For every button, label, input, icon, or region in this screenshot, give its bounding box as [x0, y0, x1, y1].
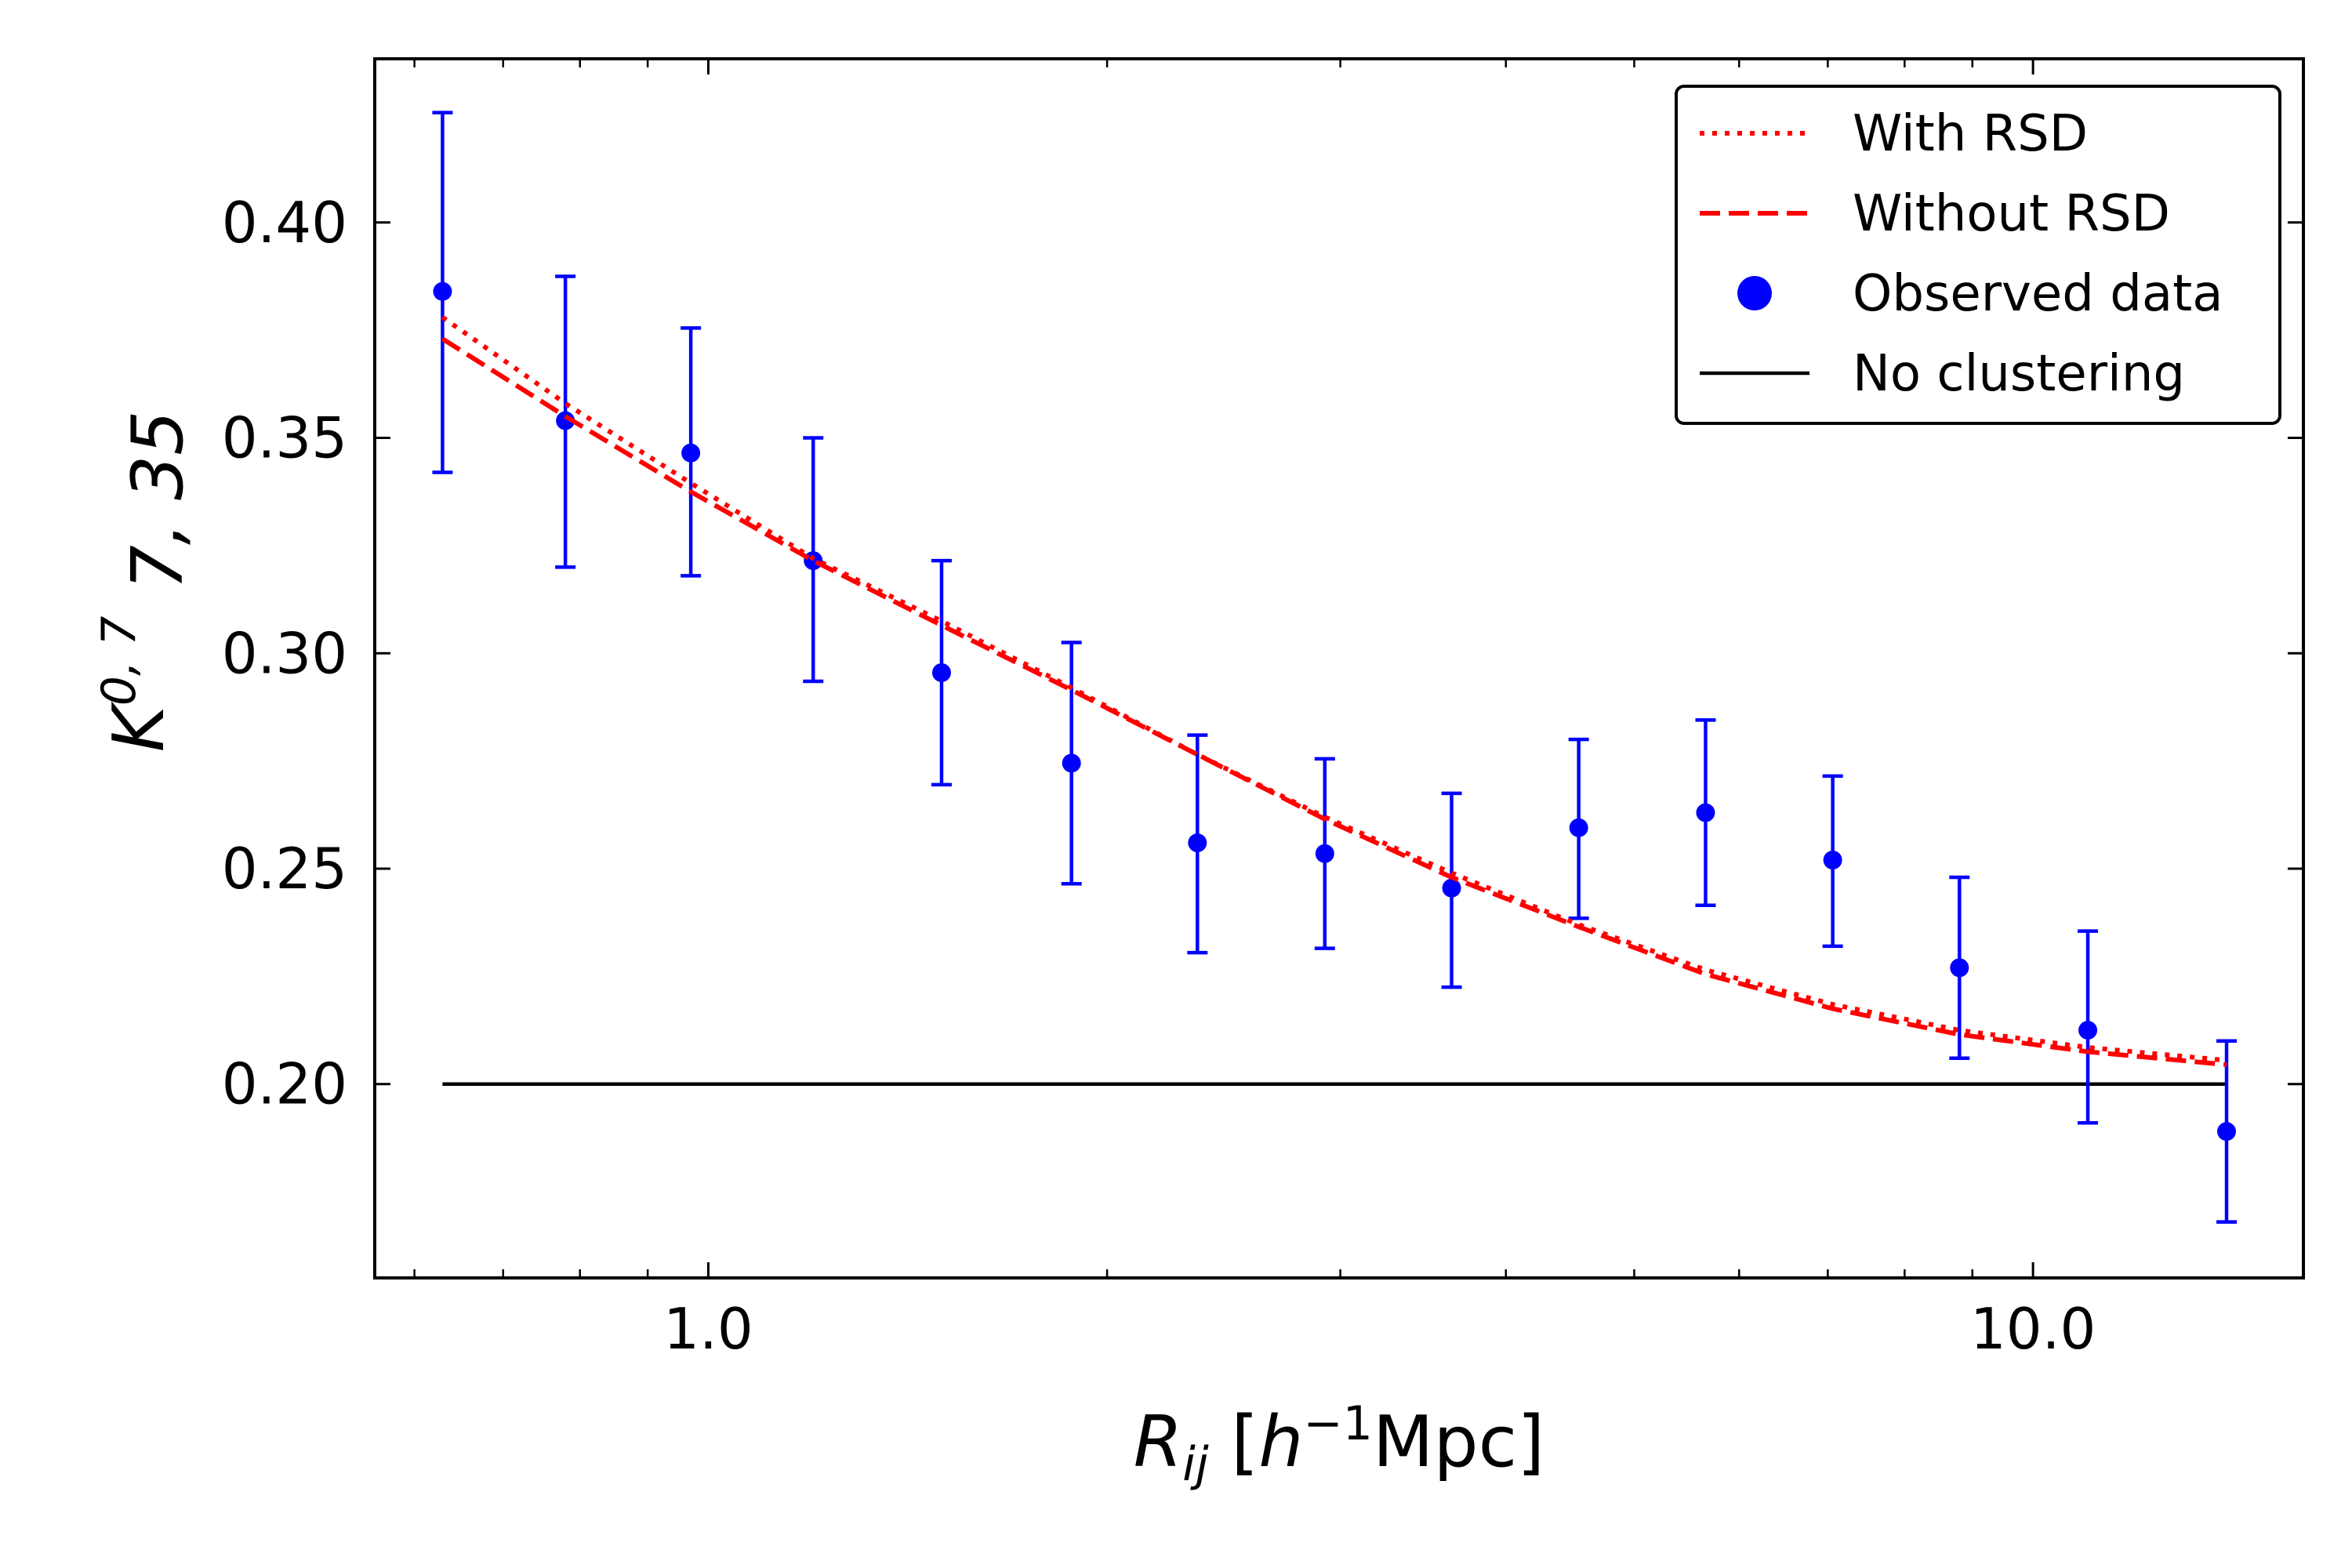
x-tick-label: 1.0	[663, 1296, 753, 1362]
x-tick-label: 10.0	[1970, 1296, 2096, 1362]
x-axis-label: Rij [h−1Mpc]	[1134, 1396, 1545, 1492]
legend-box	[1675, 85, 2281, 425]
legend-label: No clustering	[1853, 345, 2185, 403]
y-axis-label: K0, 7 7, 35	[92, 411, 199, 753]
data-point	[433, 281, 452, 301]
y-tick-label: 0.35	[222, 405, 347, 471]
data-point	[1696, 803, 1715, 822]
data-point	[556, 411, 575, 430]
with-rsd-curve	[441, 315, 2227, 1063]
data-point	[1062, 753, 1081, 773]
data-point	[1188, 833, 1207, 853]
y-tick-label: 0.40	[222, 190, 347, 256]
data-point	[932, 662, 952, 682]
data-point	[1823, 851, 1842, 870]
x-axis-label-open: [	[1209, 1401, 1259, 1483]
x-axis-label-unit: Mpc]	[1373, 1401, 1544, 1483]
y-tick-label: 0.25	[222, 836, 347, 902]
plot-frame	[373, 57, 2305, 1279]
x-axis-label-sub: ij	[1182, 1437, 1209, 1492]
legend: With RSD Without RSD Observed data No clust…	[1675, 85, 2281, 425]
without-rsd-curve	[441, 336, 2227, 1067]
plot-area	[432, 111, 2238, 1224]
y-axis-label-main: K	[98, 701, 180, 752]
svg-text:K0, 7: K0, 7	[92, 616, 180, 753]
axis-ticks: 0.20 0.25 0.30 0.35 0.40 1.0 10.0	[222, 59, 2303, 1362]
x-axis-label-var: h	[1258, 1401, 1303, 1483]
y-axis-label-sub: 7, 35	[117, 411, 199, 590]
data-point	[2217, 1122, 2237, 1142]
y-axis-label-sup: 0, 7	[92, 616, 147, 706]
x-axis-label-exp: −1	[1303, 1396, 1372, 1451]
y-tick-label: 0.20	[222, 1051, 347, 1117]
legend-label: Observed data	[1853, 265, 2223, 323]
data-point	[681, 443, 701, 463]
legend-label: Without RSD	[1853, 185, 2170, 243]
legend-marker-observed	[1737, 276, 1772, 310]
data-point	[1569, 818, 1588, 837]
x-axis-label-main: R	[1134, 1401, 1183, 1483]
data-point	[2078, 1021, 2098, 1040]
y-tick-label: 0.30	[222, 620, 347, 686]
data-point	[1950, 958, 1969, 978]
data-point	[1442, 878, 1461, 898]
data-point	[1315, 844, 1334, 863]
legend-label: With RSD	[1853, 105, 2088, 163]
